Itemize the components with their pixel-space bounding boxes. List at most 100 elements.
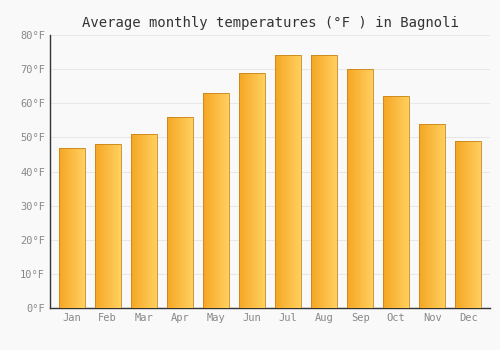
Bar [180,117,181,308]
Bar [401,96,402,308]
Bar [400,96,401,308]
Bar [294,56,295,308]
Bar [185,117,186,308]
Bar [362,69,363,308]
Bar [113,144,114,308]
Bar [216,93,217,308]
Bar [332,56,333,308]
Bar [288,56,290,308]
Bar [312,56,313,308]
Bar [475,141,476,308]
Bar [105,144,106,308]
Bar [456,141,458,308]
Bar [474,141,475,308]
Bar [179,117,180,308]
Bar [132,134,134,308]
Bar [228,93,229,308]
Bar [207,93,208,308]
Bar [214,93,216,308]
Bar [149,134,150,308]
Bar [167,117,193,308]
Bar [420,124,422,308]
Bar [154,134,155,308]
Bar [227,93,228,308]
Bar [477,141,478,308]
Bar [79,148,80,308]
Bar [246,72,247,308]
Bar [217,93,218,308]
Bar [469,141,470,308]
Bar [64,148,65,308]
Bar [148,134,149,308]
Bar [206,93,207,308]
Bar [68,148,69,308]
Bar [350,69,351,308]
Bar [351,69,352,308]
Bar [317,56,318,308]
Bar [470,141,471,308]
Bar [111,144,112,308]
Bar [205,93,206,308]
Bar [293,56,294,308]
Bar [275,56,301,308]
Bar [431,124,432,308]
Bar [472,141,473,308]
Bar [139,134,140,308]
Bar [222,93,223,308]
Bar [112,144,113,308]
Bar [372,69,373,308]
Bar [242,72,243,308]
Bar [408,96,409,308]
Bar [77,148,78,308]
Bar [150,134,151,308]
Bar [188,117,189,308]
Bar [191,117,192,308]
Bar [425,124,426,308]
Title: Average monthly temperatures (°F ) in Bagnoli: Average monthly temperatures (°F ) in Ba… [82,16,458,30]
Bar [104,144,105,308]
Bar [136,134,138,308]
Bar [462,141,463,308]
Bar [116,144,117,308]
Bar [321,56,322,308]
Bar [297,56,298,308]
Bar [355,69,356,308]
Bar [75,148,76,308]
Bar [328,56,330,308]
Bar [320,56,321,308]
Bar [100,144,101,308]
Bar [223,93,224,308]
Bar [290,56,292,308]
Bar [187,117,188,308]
Bar [422,124,423,308]
Bar [476,141,477,308]
Bar [257,72,258,308]
Bar [296,56,297,308]
Bar [466,141,467,308]
Bar [363,69,364,308]
Bar [264,72,265,308]
Bar [440,124,442,308]
Bar [324,56,326,308]
Bar [404,96,406,308]
Bar [203,93,229,308]
Bar [292,56,293,308]
Bar [174,117,176,308]
Bar [110,144,111,308]
Bar [106,144,107,308]
Bar [435,124,436,308]
Bar [259,72,260,308]
Bar [67,148,68,308]
Bar [299,56,300,308]
Bar [383,96,384,308]
Bar [146,134,147,308]
Bar [220,93,221,308]
Bar [366,69,368,308]
Bar [386,96,387,308]
Bar [433,124,434,308]
Bar [468,141,469,308]
Bar [464,141,465,308]
Bar [282,56,283,308]
Bar [145,134,146,308]
Bar [71,148,72,308]
